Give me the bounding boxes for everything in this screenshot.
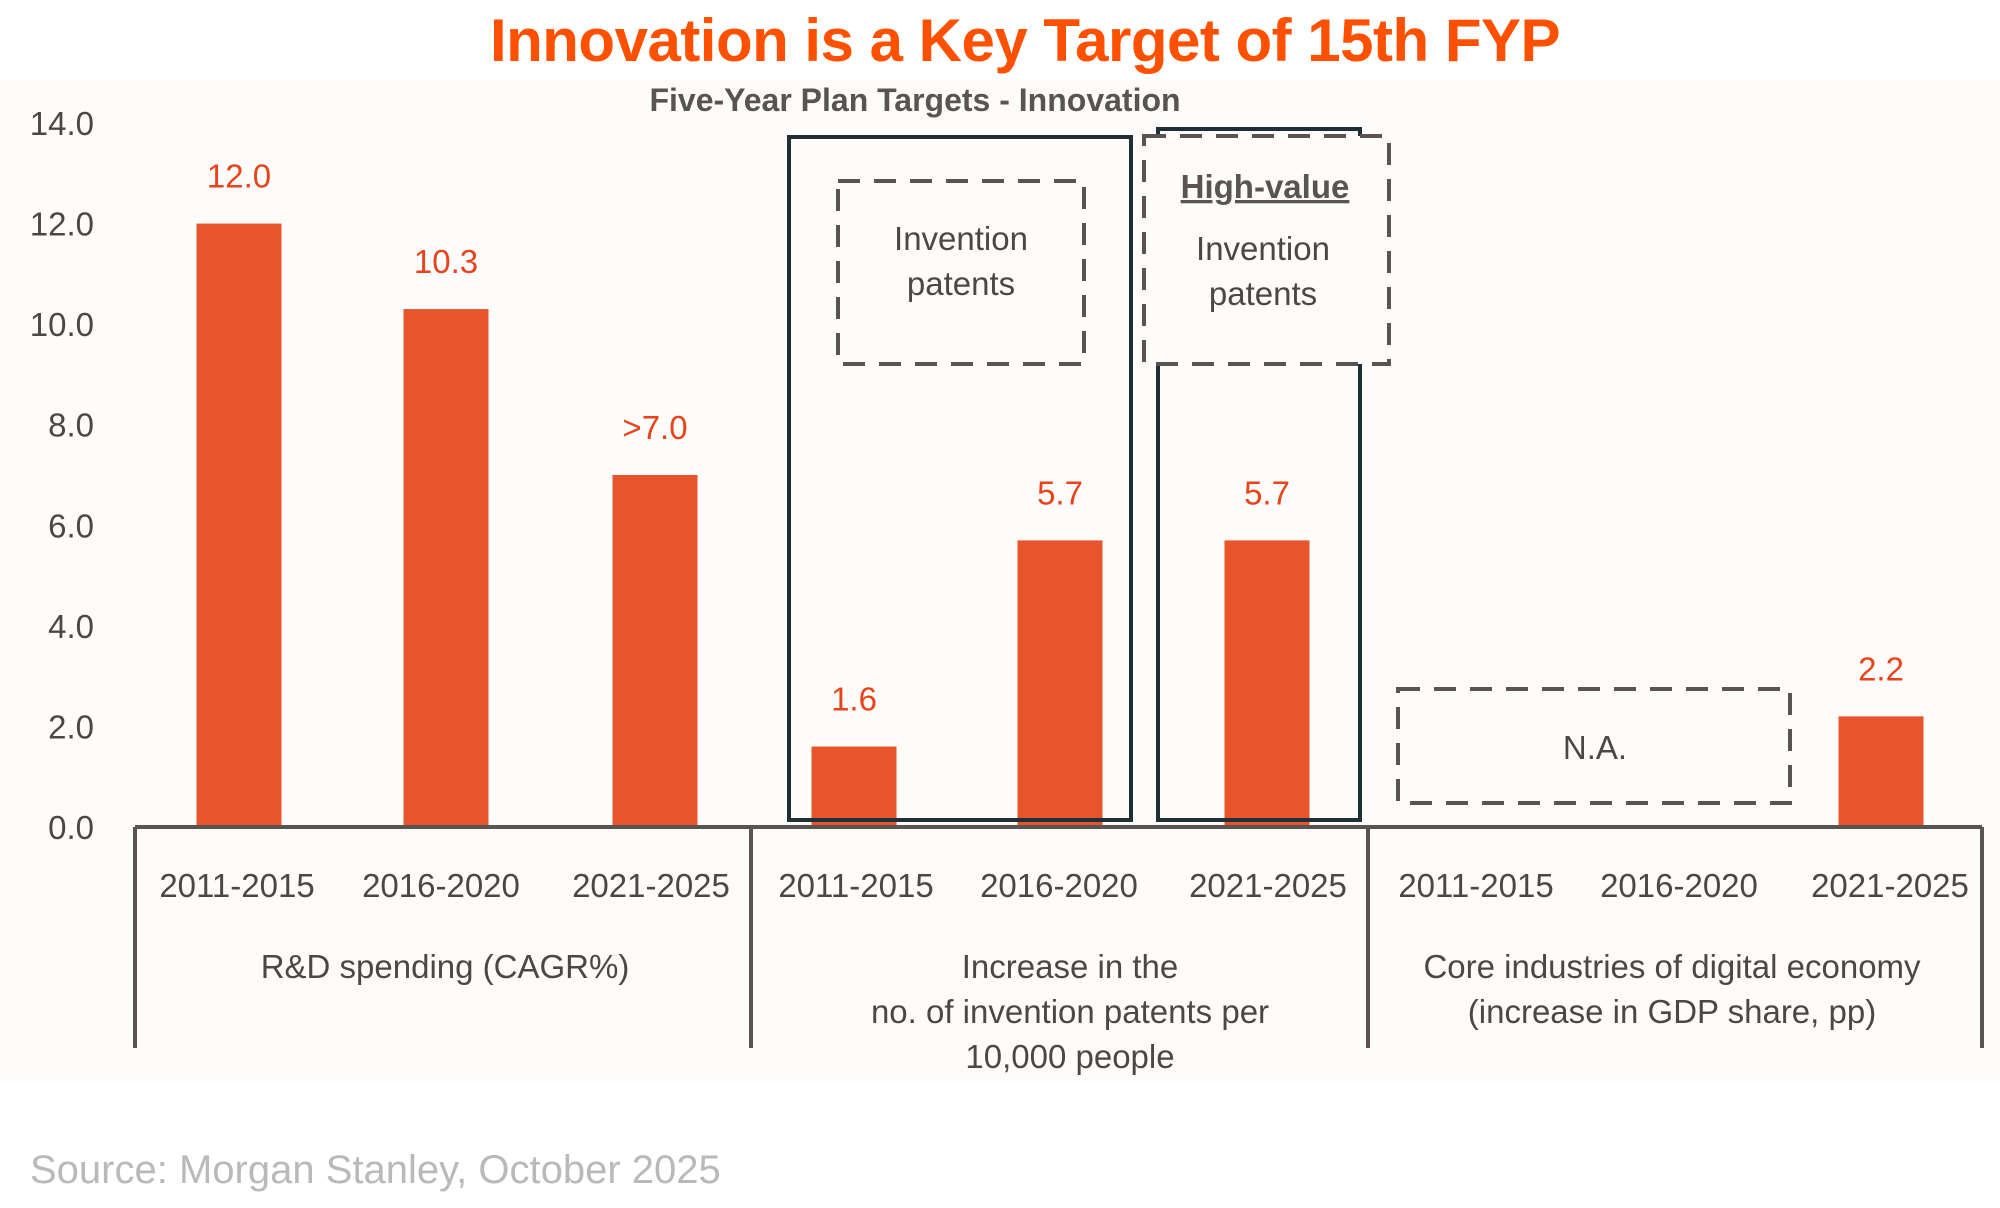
- group-label: R&D spending (CAGR%): [261, 948, 630, 985]
- source-note: Source: Morgan Stanley, October 2025: [30, 1148, 721, 1192]
- na-label: N.A.: [1563, 729, 1627, 766]
- x-tick-label: 2011-2015: [159, 867, 314, 904]
- page-title: Innovation is a Key Target of 15th FYP: [489, 7, 1561, 74]
- bar: [1224, 540, 1310, 827]
- value-label: 10.3: [414, 243, 478, 280]
- x-tick-label: 2016-2020: [1600, 867, 1758, 904]
- group-label: 10,000 people: [965, 1038, 1174, 1075]
- box2-line1: Invention: [1196, 230, 1330, 267]
- annotation-boxes: Invention patents High-value Invention p…: [787, 127, 1792, 822]
- value-label: 12.0: [207, 158, 271, 195]
- group-label: no. of invention patents per: [871, 993, 1269, 1030]
- y-axis: 0.0 2.0 4.0 6.0 8.0 10.0 12.0 14.0: [30, 105, 94, 846]
- y-tick-label: 2.0: [48, 708, 94, 745]
- group-label: Core industries of digital economy: [1423, 948, 1921, 985]
- x-axis: [133, 825, 1984, 1048]
- box2-line2: patents: [1209, 275, 1317, 312]
- group-label: Increase in the: [962, 948, 1178, 985]
- y-tick-label: 0.0: [48, 809, 94, 846]
- x-tick-label: 2016-2020: [980, 867, 1138, 904]
- x-tick-label: 2021-2025: [1811, 867, 1969, 904]
- x-tick-label: 2021-2025: [1189, 867, 1347, 904]
- dashed-box-high-value-patents: [1142, 134, 1391, 366]
- highlight-box-high-value-patents: [1156, 127, 1362, 822]
- x-tick-labels: 2011-2015 2016-2020 2021-2025 2011-2015 2016…: [159, 867, 1969, 904]
- x-tick-label: 2011-2015: [778, 867, 933, 904]
- bar: [196, 223, 282, 828]
- y-tick-label: 10.0: [30, 306, 94, 343]
- value-labels: 12.0 10.3 >7.0 1.6 5.7 5.7 2.2: [207, 158, 1904, 718]
- bar: [1838, 716, 1924, 827]
- group-label: (increase in GDP share, pp): [1468, 993, 1876, 1030]
- box1-line2: patents: [907, 265, 1015, 302]
- group-labels: R&D spending (CAGR%) Increase in the no. o…: [261, 948, 1921, 1075]
- y-tick-label: 12.0: [30, 206, 94, 243]
- bars: [196, 223, 1924, 828]
- highlight-box-invention-patents: [787, 135, 1133, 822]
- value-label: 5.7: [1037, 474, 1083, 511]
- value-label: >7.0: [622, 409, 687, 446]
- x-tick-label: 2016-2020: [362, 867, 520, 904]
- bar: [403, 309, 489, 827]
- y-tick-label: 8.0: [48, 407, 94, 444]
- x-tick-label: 2011-2015: [1398, 867, 1553, 904]
- box1-line1: Invention: [894, 220, 1028, 257]
- y-tick-label: 4.0: [48, 608, 94, 645]
- box2-heading: High-value: [1181, 168, 1350, 205]
- x-tick-label: 2021-2025: [572, 867, 730, 904]
- chart-subtitle: Five-Year Plan Targets - Innovation: [649, 82, 1181, 118]
- bar: [612, 475, 698, 827]
- y-tick-label: 14.0: [30, 105, 94, 142]
- dashed-box-na: [1396, 687, 1792, 805]
- dashed-box-invention-patents: [836, 179, 1086, 366]
- bar: [811, 746, 897, 827]
- y-tick-label: 6.0: [48, 507, 94, 544]
- value-label: 2.2: [1858, 650, 1904, 687]
- value-label: 1.6: [831, 681, 877, 718]
- bar: [1017, 540, 1103, 827]
- value-label: 5.7: [1244, 474, 1290, 511]
